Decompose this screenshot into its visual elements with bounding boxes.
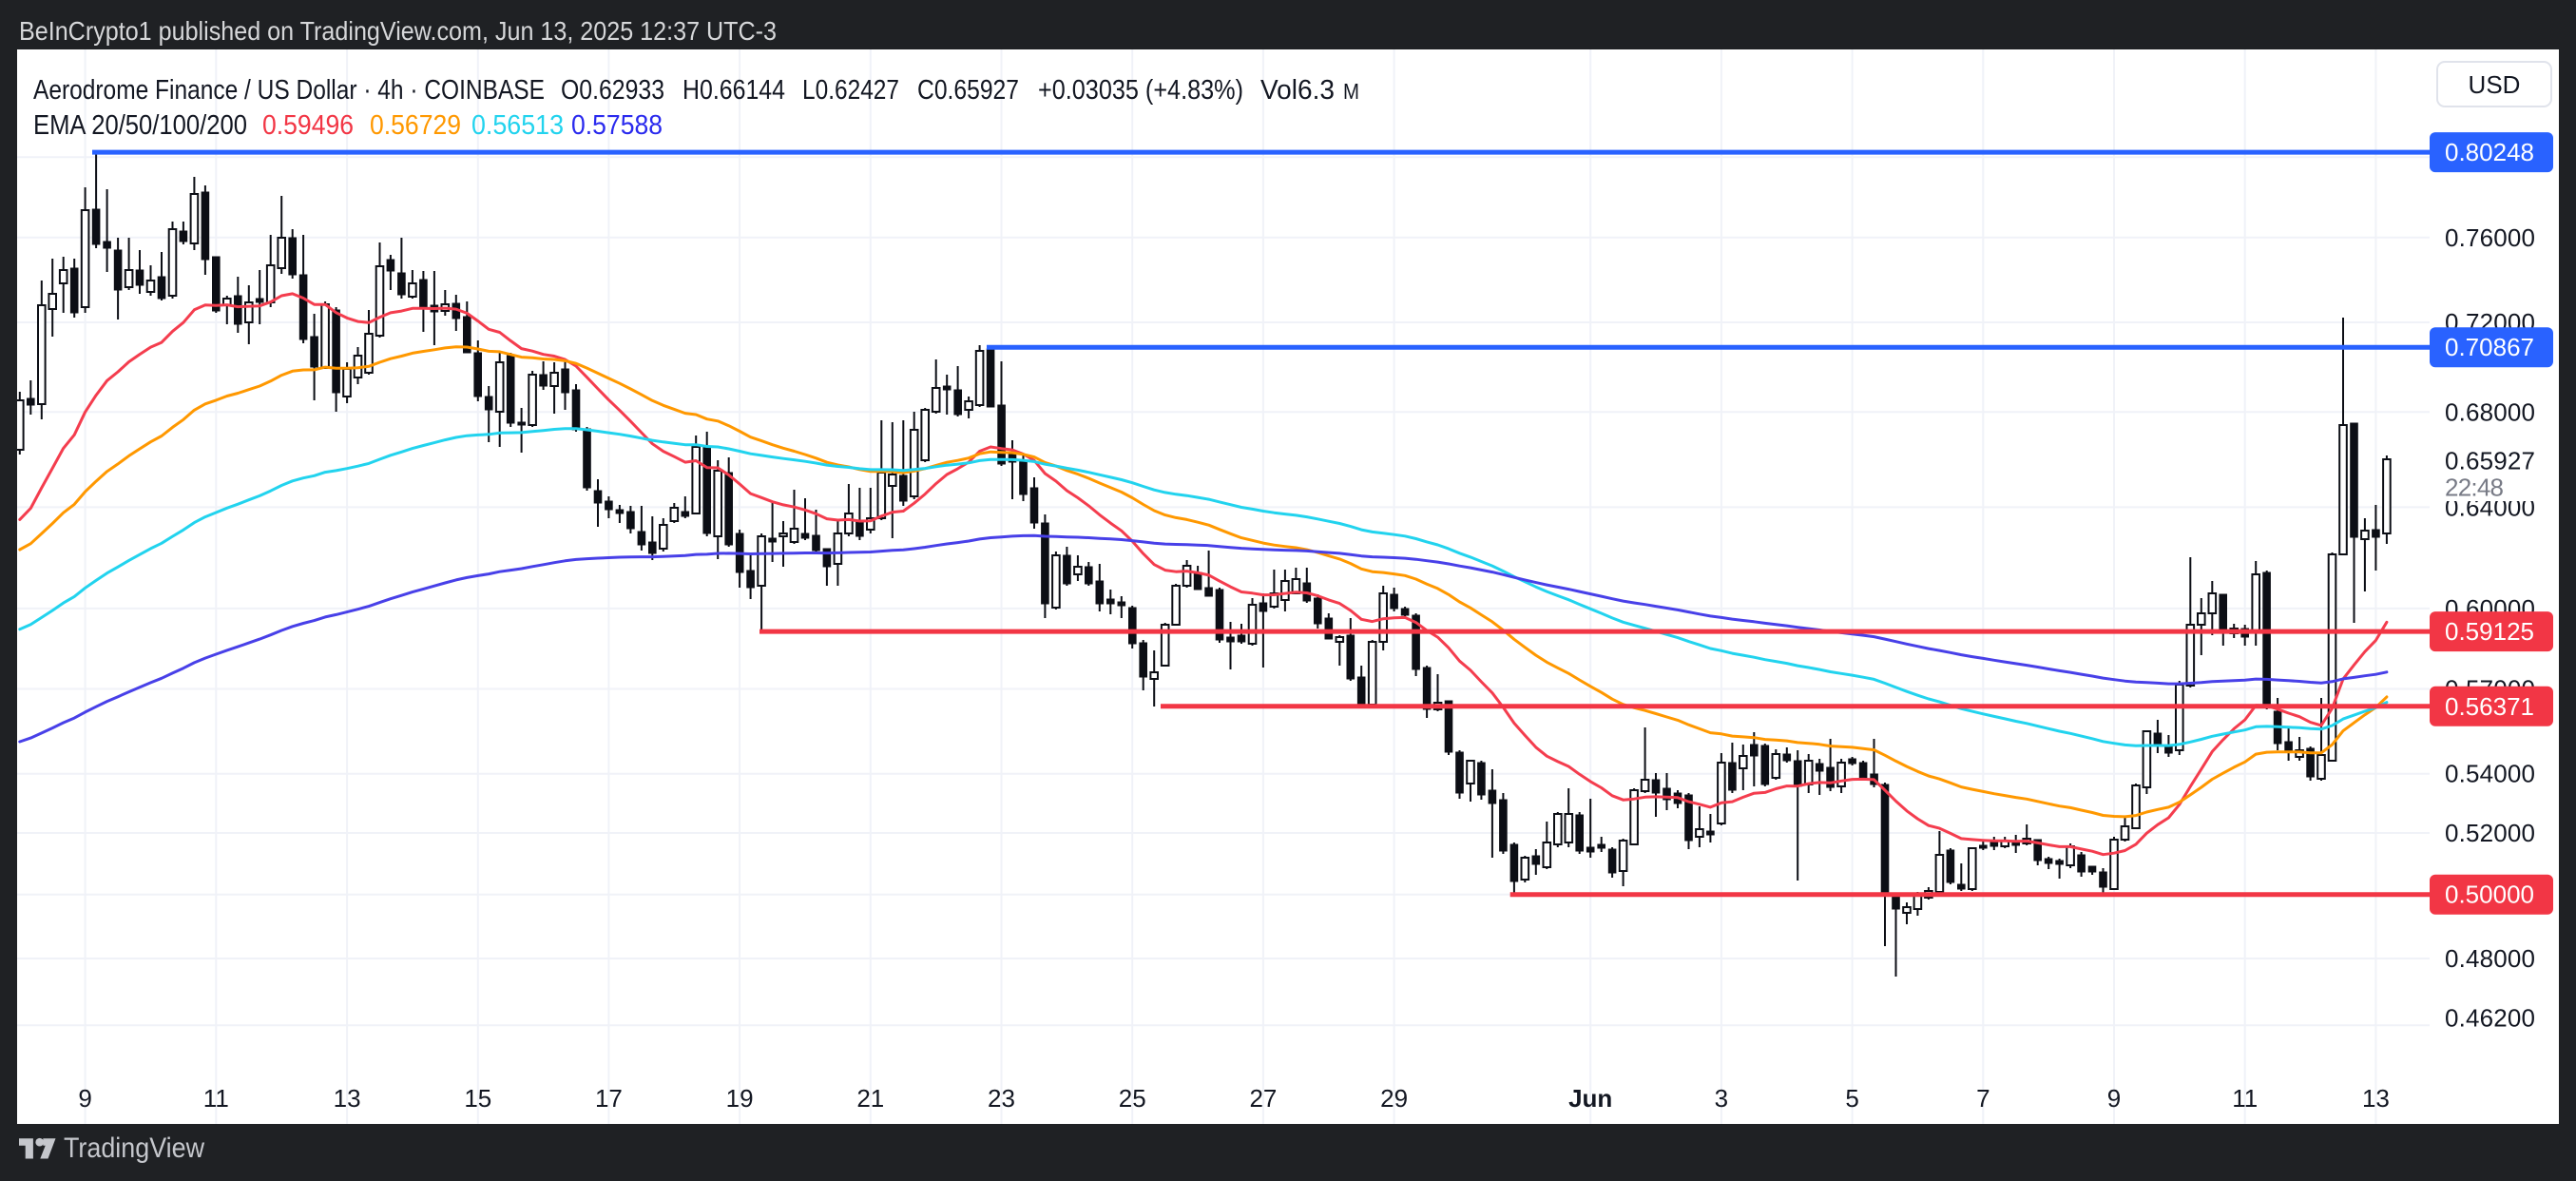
svg-text:0.57588: 0.57588 (571, 110, 663, 141)
svg-text:C0.65927: C0.65927 (917, 75, 1019, 106)
svg-text:Jun: Jun (1568, 1084, 1612, 1113)
svg-text:23: 23 (988, 1084, 1015, 1113)
svg-text:21: 21 (856, 1084, 884, 1113)
svg-text:15: 15 (464, 1084, 491, 1113)
svg-text:5: 5 (1845, 1084, 1858, 1113)
svg-text:H0.66144: H0.66144 (682, 75, 785, 106)
svg-text:27: 27 (1249, 1084, 1277, 1113)
svg-text:TradingView: TradingView (64, 1133, 204, 1164)
svg-text:25: 25 (1119, 1084, 1146, 1113)
svg-text:0.59125: 0.59125 (2445, 617, 2534, 646)
svg-text:22:48: 22:48 (2445, 473, 2504, 501)
svg-text:17: 17 (595, 1084, 623, 1113)
svg-text:USD: USD (2469, 70, 2521, 99)
svg-text:13: 13 (2362, 1084, 2390, 1113)
svg-text:13: 13 (334, 1084, 361, 1113)
svg-text:9: 9 (78, 1084, 91, 1113)
svg-text:Aerodrome Finance / US Dollar: Aerodrome Finance / US Dollar · 4h · COI… (33, 75, 545, 106)
svg-text:0.48000: 0.48000 (2445, 944, 2535, 973)
svg-text:7: 7 (1976, 1084, 1990, 1113)
svg-text:0.80248: 0.80248 (2445, 138, 2534, 166)
svg-text:29: 29 (1380, 1084, 1408, 1113)
svg-text:11: 11 (2232, 1084, 2258, 1113)
svg-text:0.76000: 0.76000 (2445, 223, 2535, 252)
svg-text:3: 3 (1715, 1084, 1728, 1113)
svg-text:M: M (1343, 79, 1359, 104)
svg-text:0.50000: 0.50000 (2445, 881, 2534, 909)
svg-text:0.56371: 0.56371 (2445, 692, 2534, 721)
svg-text:11: 11 (203, 1084, 229, 1113)
svg-text:+0.03035 (+4.83%): +0.03035 (+4.83%) (1038, 75, 1243, 106)
svg-text:19: 19 (726, 1084, 754, 1113)
svg-text:L0.62427: L0.62427 (802, 75, 899, 106)
svg-text:Vol6.3: Vol6.3 (1260, 75, 1335, 106)
svg-text:O0.62933: O0.62933 (561, 75, 664, 106)
svg-text:0.54000: 0.54000 (2445, 760, 2535, 788)
svg-text:0.59496: 0.59496 (262, 110, 354, 141)
svg-text:EMA 20/50/100/200: EMA 20/50/100/200 (33, 110, 247, 141)
svg-text:0.56513: 0.56513 (471, 110, 564, 141)
svg-text:0.68000: 0.68000 (2445, 397, 2535, 426)
svg-text:0.52000: 0.52000 (2445, 819, 2535, 847)
svg-text:9: 9 (2107, 1084, 2121, 1113)
svg-text:BeInCrypto1 published on Tradi: BeInCrypto1 published on TradingView.com… (19, 16, 777, 46)
svg-text:0.56729: 0.56729 (370, 110, 461, 141)
svg-text:0.46200: 0.46200 (2445, 1003, 2535, 1032)
svg-text:0.65927: 0.65927 (2445, 446, 2535, 474)
svg-text:0.70867: 0.70867 (2445, 333, 2534, 361)
